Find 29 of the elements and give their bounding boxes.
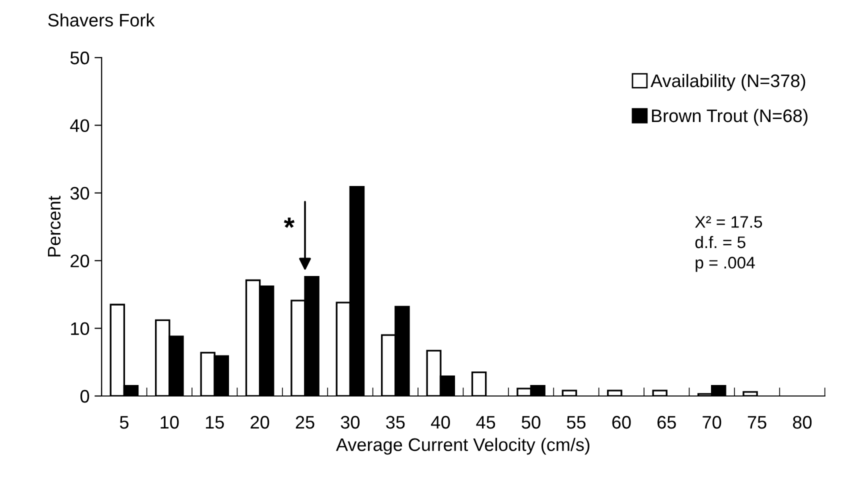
x-tick-label: 70 — [702, 416, 722, 429]
x-tick-label: 65 — [658, 416, 676, 429]
annotation: * — [284, 218, 295, 228]
x-tick-label: 25 — [296, 416, 314, 429]
x-tick-label: 5 — [120, 416, 128, 429]
x-tick-label: 20 — [250, 416, 270, 429]
chart-title: Shavers Fork — [48, 13, 155, 27]
x-tick-label: 45 — [476, 416, 496, 429]
x-tick-label: 30 — [340, 416, 360, 429]
x-tick-label: 75 — [748, 416, 766, 429]
x-tick-label: 80 — [792, 416, 812, 429]
y-tick-label: 40 — [70, 119, 90, 132]
legend-label: Brown Trout (N=68) — [652, 108, 808, 126]
y-axis-title: Percent — [48, 196, 61, 256]
x-tick-label: 55 — [566, 416, 586, 429]
x-tick-label: 40 — [430, 416, 450, 429]
y-tick-label: 20 — [70, 254, 90, 268]
y-tick-label: 50 — [70, 52, 90, 64]
x-tick-label: 35 — [386, 416, 405, 429]
x-tick-label: 10 — [160, 416, 179, 429]
y-tick-label: 0 — [80, 390, 90, 403]
y-tick-label: 10 — [71, 322, 90, 336]
y-tick-label: 30 — [70, 186, 90, 200]
x-axis-title: Average Current Velocity (cm/s) — [336, 438, 590, 455]
x-tick-label: 60 — [612, 416, 631, 429]
x-tick-label: 15 — [206, 416, 224, 429]
legend-label: Availability (N=378) — [650, 74, 806, 91]
annotation: X² = 17.5 d.f. = 5 p = .004 — [695, 216, 762, 272]
x-tick-label: 50 — [522, 416, 540, 429]
